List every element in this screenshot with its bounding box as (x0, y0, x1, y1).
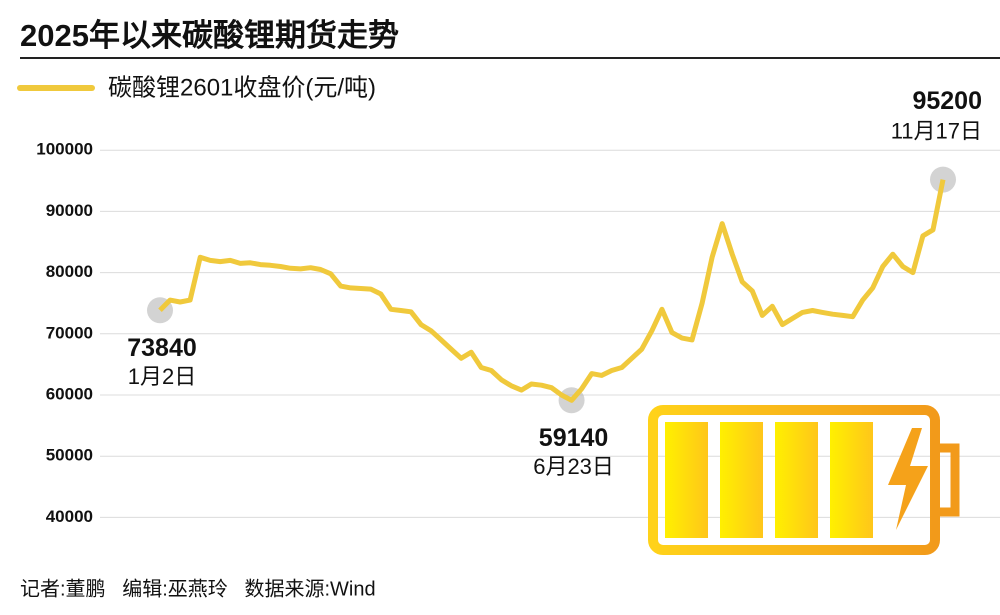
date-label: 6月23日 (533, 454, 614, 479)
price-line (158, 179, 946, 403)
y-tick-label: 80000 (46, 262, 93, 281)
value-label: 73840 (127, 334, 197, 362)
y-tick-label: 60000 (46, 384, 93, 403)
y-tick-label: 100000 (36, 140, 93, 159)
legend-label: 碳酸锂2601收盘价(元/吨) (108, 74, 376, 101)
value-label: 95200 (912, 87, 982, 115)
y-tick-label: 90000 (46, 201, 93, 220)
source-note: 记者:董鹏 编辑:巫燕玲 数据来源:Wind (20, 577, 376, 600)
value-label: 59140 (539, 424, 609, 452)
highlight-point (930, 166, 956, 193)
battery-icon (648, 405, 960, 555)
date-label: 11月17日 (891, 118, 982, 143)
date-label: 1月2日 (128, 364, 196, 389)
y-tick-label: 50000 (46, 446, 93, 465)
chart-title: 2025年以来碳酸锂期货走势 (20, 18, 399, 53)
y-tick-label: 70000 (46, 323, 93, 342)
y-tick-label: 40000 (46, 507, 93, 526)
